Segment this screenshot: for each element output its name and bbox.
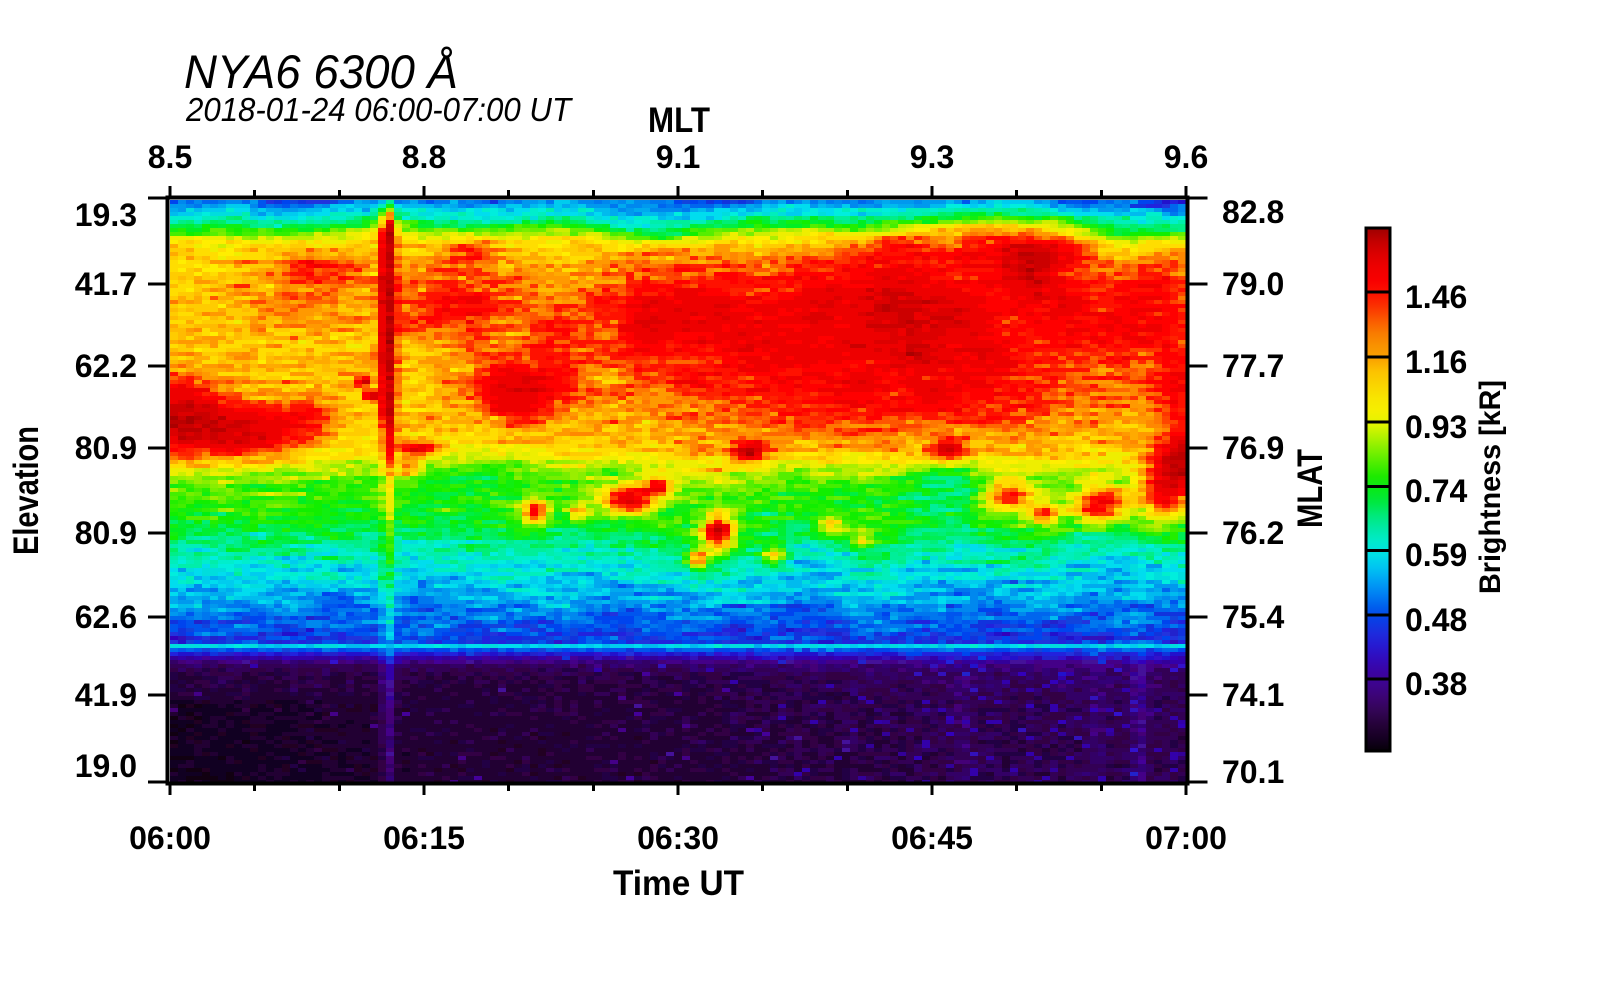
svg-text:75.4: 75.4 <box>1222 599 1284 635</box>
svg-text:74.1: 74.1 <box>1222 677 1284 713</box>
svg-text:62.6: 62.6 <box>75 599 137 635</box>
svg-text:8.5: 8.5 <box>148 139 192 175</box>
svg-text:06:30: 06:30 <box>637 820 719 856</box>
svg-text:19.3: 19.3 <box>75 197 137 233</box>
svg-text:80.9: 80.9 <box>75 430 137 466</box>
svg-text:06:45: 06:45 <box>891 820 973 856</box>
svg-text:41.7: 41.7 <box>75 266 137 302</box>
svg-text:62.2: 62.2 <box>75 348 137 384</box>
svg-text:77.7: 77.7 <box>1222 348 1284 384</box>
svg-text:41.9: 41.9 <box>75 677 137 713</box>
svg-text:19.0: 19.0 <box>75 748 137 784</box>
svg-text:Time UT: Time UT <box>613 864 744 903</box>
svg-text:0.74: 0.74 <box>1405 473 1467 509</box>
svg-text:1.46: 1.46 <box>1405 279 1467 315</box>
svg-text:76.2: 76.2 <box>1222 515 1284 551</box>
svg-text:Elevation: Elevation <box>7 426 46 555</box>
svg-text:06:00: 06:00 <box>129 820 211 856</box>
svg-text:79.0: 79.0 <box>1222 266 1284 302</box>
svg-text:8.8: 8.8 <box>402 139 446 175</box>
svg-text:MLAT: MLAT <box>1291 449 1330 528</box>
svg-text:80.9: 80.9 <box>75 515 137 551</box>
svg-text:0.59: 0.59 <box>1405 537 1467 573</box>
svg-text:9.1: 9.1 <box>656 139 700 175</box>
svg-text:06:15: 06:15 <box>383 820 465 856</box>
svg-text:9.3: 9.3 <box>910 139 954 175</box>
svg-text:NYA6 6300 Å: NYA6 6300 Å <box>184 45 458 98</box>
svg-text:82.8: 82.8 <box>1222 194 1284 230</box>
svg-text:76.9: 76.9 <box>1222 430 1284 466</box>
svg-text:70.1: 70.1 <box>1222 754 1284 790</box>
svg-text:1.16: 1.16 <box>1405 344 1467 380</box>
svg-text:MLT: MLT <box>648 101 710 140</box>
svg-text:0.93: 0.93 <box>1405 409 1467 445</box>
svg-text:Brightness [kR]: Brightness [kR] <box>1474 380 1507 594</box>
svg-text:9.6: 9.6 <box>1164 139 1208 175</box>
svg-text:07:00: 07:00 <box>1145 820 1227 856</box>
svg-text:2018-01-24 06:00-07:00 UT: 2018-01-24 06:00-07:00 UT <box>185 91 574 128</box>
svg-text:0.38: 0.38 <box>1405 666 1467 702</box>
svg-text:0.48: 0.48 <box>1405 602 1467 638</box>
